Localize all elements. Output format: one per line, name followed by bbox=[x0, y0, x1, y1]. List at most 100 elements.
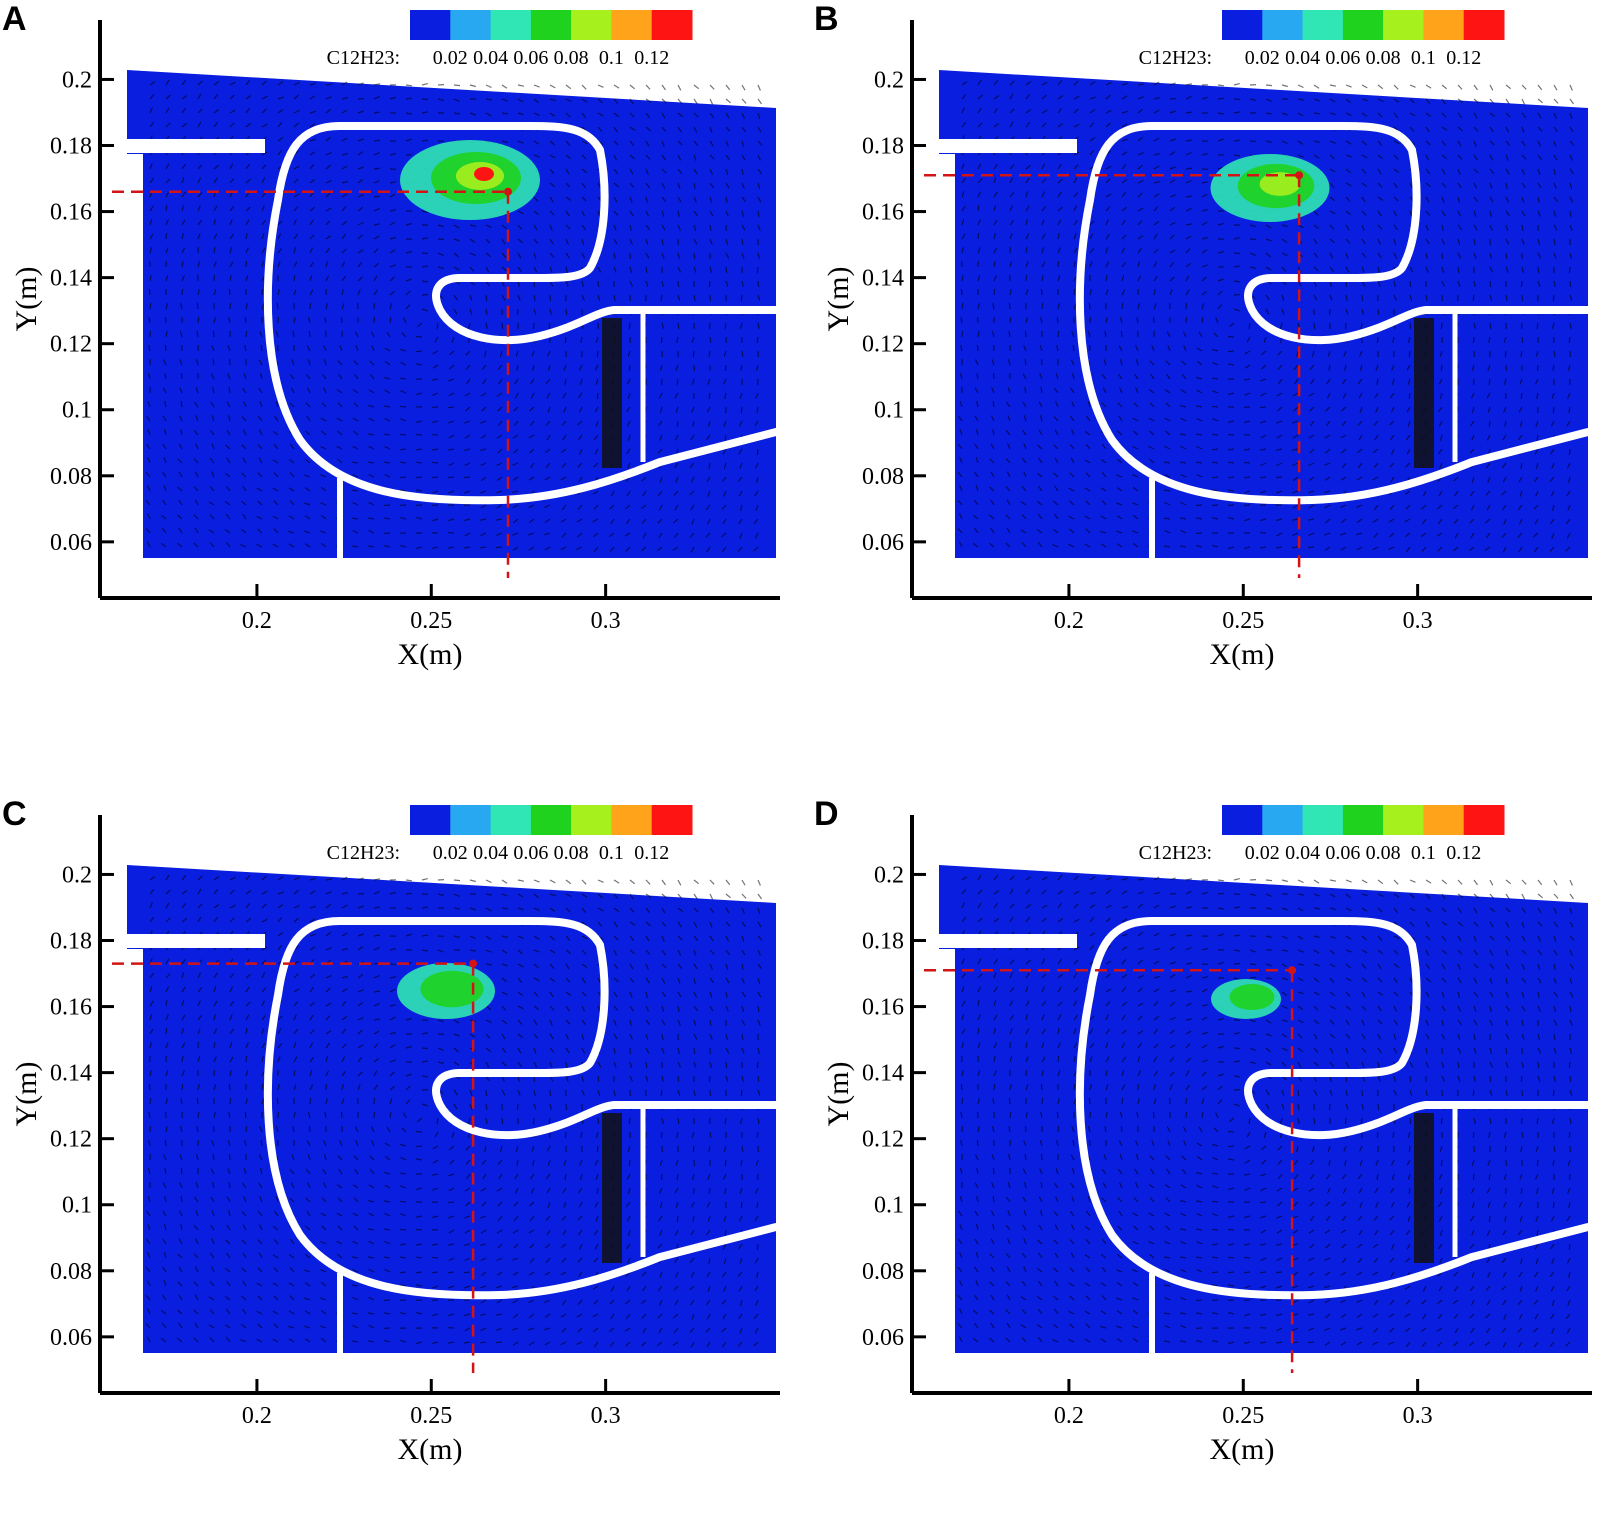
y-tick-label: 0.06 bbox=[862, 1325, 904, 1351]
x-tick-label: 0.2 bbox=[1054, 1403, 1084, 1429]
y-tick-label: 0.2 bbox=[874, 862, 904, 888]
colorbar-tick-label: 0.12 bbox=[634, 47, 669, 69]
colorbar-swatch bbox=[450, 10, 491, 40]
colorbar-swatch bbox=[1343, 10, 1384, 40]
colorbar-swatch bbox=[1423, 805, 1464, 835]
colorbar-tick-label: 0.1 bbox=[1411, 47, 1436, 69]
y-tick-label: 0.18 bbox=[50, 929, 92, 955]
colorbar-tick-label: 0.02 bbox=[433, 842, 468, 864]
y-tick-label: 0.12 bbox=[50, 332, 92, 358]
y-tick-label: 0.1 bbox=[62, 398, 92, 424]
y-tick-label: 0.16 bbox=[862, 995, 904, 1021]
x-axis-label: X(m) bbox=[1210, 638, 1275, 671]
y-tick-label: 0.08 bbox=[50, 464, 92, 490]
y-tick-label: 0.18 bbox=[862, 929, 904, 955]
colorbar-tick-label: 0.04 bbox=[473, 47, 508, 69]
x-tick-label: 0.25 bbox=[1222, 608, 1264, 634]
y-tick-label: 0.12 bbox=[862, 332, 904, 358]
x-tick-label: 0.25 bbox=[410, 608, 452, 634]
colorbar-tick-label: 0.02 bbox=[433, 47, 468, 69]
y-tick-label: 0.18 bbox=[862, 134, 904, 160]
y-tick-label: 0.2 bbox=[62, 67, 92, 93]
colorbar-variable-label: C12H23: bbox=[327, 842, 400, 864]
colorbar-swatch bbox=[1222, 805, 1263, 835]
colorbar-swatch bbox=[491, 805, 532, 835]
colorbar-swatch bbox=[1383, 805, 1424, 835]
x-tick-label: 0.2 bbox=[242, 1403, 272, 1429]
x-tick-label: 0.3 bbox=[1403, 1403, 1433, 1429]
colorbar-swatch bbox=[1262, 10, 1303, 40]
fuel-concentration-plume bbox=[400, 140, 540, 220]
colorbar-swatch bbox=[1464, 10, 1505, 40]
y-tick-label: 0.12 bbox=[50, 1127, 92, 1153]
colorbar-swatch bbox=[1343, 805, 1384, 835]
colorbar-tick-label: 0.08 bbox=[1366, 842, 1401, 864]
x-tick-label: 0.25 bbox=[410, 1403, 452, 1429]
colorbar-swatch bbox=[1303, 10, 1344, 40]
colorbar-tick-label: 0.08 bbox=[554, 842, 589, 864]
colorbar-swatch bbox=[611, 805, 652, 835]
colorbar-tick-label: 0.02 bbox=[1245, 842, 1280, 864]
colorbar-swatch bbox=[652, 805, 693, 835]
y-tick-label: 0.14 bbox=[50, 1061, 92, 1087]
colorbar-swatch bbox=[1464, 805, 1505, 835]
colorbar-tick-label: 0.06 bbox=[1325, 47, 1360, 69]
colorbar-swatch bbox=[1303, 805, 1344, 835]
colorbar-swatch bbox=[410, 10, 451, 40]
colorbar-swatch bbox=[450, 805, 491, 835]
cfd-plot: 0.2 0.25 0.3 0.06 0.08 0.1 0.12 0.14 0.16 0.18 0.2… bbox=[812, 795, 1622, 1495]
y-tick-label: 0.1 bbox=[62, 1193, 92, 1219]
colorbar-tick-label: 0.12 bbox=[1446, 47, 1481, 69]
colorbar-variable-label: C12H23: bbox=[1139, 47, 1212, 69]
colorbar-swatch bbox=[1423, 10, 1464, 40]
colorbar-swatch bbox=[571, 805, 612, 835]
fuel-concentration-plume bbox=[1211, 979, 1281, 1019]
y-tick-label: 0.14 bbox=[862, 1061, 904, 1087]
colorbar-tick-label: 0.1 bbox=[1411, 842, 1436, 864]
colorbar-tick-label: 0.12 bbox=[1446, 842, 1481, 864]
colorbar-tick-label: 0.12 bbox=[634, 842, 669, 864]
colorbar-tick-label: 0.04 bbox=[473, 842, 508, 864]
y-axis-label: Y(m) bbox=[822, 267, 855, 332]
colorbar-swatch bbox=[571, 10, 612, 40]
colorbar-tick-label: 0.08 bbox=[1366, 47, 1401, 69]
x-tick-label: 0.3 bbox=[1403, 608, 1433, 634]
colorbar-swatch bbox=[491, 10, 532, 40]
y-tick-label: 0.06 bbox=[50, 530, 92, 556]
colorbar-tick-label: 0.04 bbox=[1285, 47, 1320, 69]
x-tick-label: 0.25 bbox=[1222, 1403, 1264, 1429]
x-axis-label: X(m) bbox=[398, 1433, 463, 1466]
y-tick-label: 0.16 bbox=[50, 995, 92, 1021]
colorbar-swatch bbox=[531, 10, 572, 40]
x-tick-label: 0.2 bbox=[242, 608, 272, 634]
colorbar-tick-label: 0.08 bbox=[554, 47, 589, 69]
colorbar-swatch bbox=[410, 805, 451, 835]
colorbar-tick-label: 0.06 bbox=[513, 842, 548, 864]
colorbar-variable-label: C12H23: bbox=[1139, 842, 1212, 864]
fuel-concentration-plume bbox=[1211, 154, 1330, 222]
x-tick-label: 0.3 bbox=[591, 1403, 621, 1429]
colorbar-swatch bbox=[652, 10, 693, 40]
colorbar-tick-label: 0.04 bbox=[1285, 842, 1320, 864]
y-tick-label: 0.16 bbox=[862, 200, 904, 226]
colorbar-tick-label: 0.06 bbox=[1325, 842, 1360, 864]
y-tick-label: 0.2 bbox=[62, 862, 92, 888]
colorbar-tick-label: 0.06 bbox=[513, 47, 548, 69]
y-tick-label: 0.08 bbox=[50, 1259, 92, 1285]
x-tick-label: 0.2 bbox=[1054, 608, 1084, 634]
cfd-plot: 0.2 0.25 0.3 0.06 0.08 0.1 0.12 0.14 0.16 0.18 0.2… bbox=[0, 795, 810, 1495]
colorbar-swatch bbox=[1262, 805, 1303, 835]
colorbar-tick-label: 0.1 bbox=[599, 47, 624, 69]
y-axis-label: Y(m) bbox=[822, 1062, 855, 1127]
y-axis-label: Y(m) bbox=[10, 1062, 43, 1127]
y-tick-label: 0.08 bbox=[862, 1259, 904, 1285]
fuel-concentration-plume bbox=[397, 963, 495, 1019]
